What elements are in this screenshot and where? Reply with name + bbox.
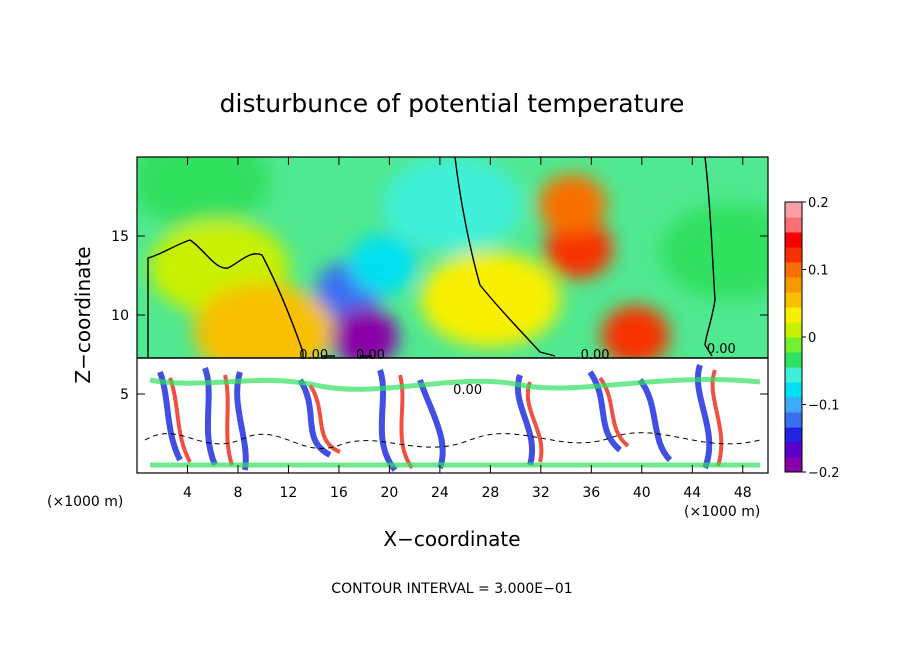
colorbar-swatch — [785, 277, 802, 293]
y-tick-label: 10 — [111, 308, 129, 324]
colorbar-swatch — [785, 337, 802, 353]
colorbar-swatch — [785, 262, 802, 278]
turbulent-band — [157, 364, 713, 472]
colorbar-swatch — [785, 322, 802, 338]
colorbar-swatch — [785, 307, 802, 323]
field-feature-negative-core-right — [349, 234, 418, 295]
colorbar-swatch — [785, 202, 802, 218]
y-axis: 5 10 15 — [111, 229, 768, 403]
colorbar-swatch — [785, 427, 802, 443]
contour-label: 0.00 — [581, 348, 610, 363]
colorbar-tick-label: −0.1 — [808, 399, 840, 414]
colorbar-swatch — [785, 292, 802, 308]
field-feature-green-mid — [420, 251, 561, 348]
x-axis: 4 8 12 16 20 24 28 32 36 40 44 48 — [183, 157, 752, 501]
x-tick-label: 20 — [380, 485, 398, 501]
field-feature-weak-negative-right — [660, 203, 768, 300]
x-tick-label: 48 — [734, 485, 752, 501]
colorbar-tick-label: 0 — [808, 331, 816, 346]
colorbar-swatch — [785, 232, 802, 248]
upper-field-shading — [137, 157, 768, 359]
x-tick-label: 16 — [330, 485, 348, 501]
field-feature-positive-ridge — [538, 174, 607, 235]
colorbar-swatch — [785, 397, 802, 413]
x-axis-label: X−coordinate — [383, 527, 520, 551]
colorbar-tick-label: 0.2 — [808, 196, 829, 211]
contour-interval-footer: CONTOUR INTERVAL = 3.000E−01 — [331, 581, 572, 597]
colorbar-swatch — [785, 352, 802, 368]
colorbar-swatch — [785, 412, 802, 428]
x-tick-label: 24 — [431, 485, 449, 501]
x-unit-right: (×1000 m) — [684, 504, 760, 520]
y-axis-label: Z−coordinate — [71, 246, 95, 383]
lower-field — [144, 364, 761, 472]
field: 0.00 0.00 0.00 0.00 0.00 — [137, 157, 768, 473]
x-tick-label: 4 — [183, 485, 192, 501]
colorbar-swatch — [785, 247, 802, 263]
x-tick-label: 44 — [683, 485, 701, 501]
colorbar-swatch — [785, 442, 802, 458]
colorbar-tick-label: 0.1 — [808, 264, 829, 279]
contour-label: 0.00 — [707, 342, 736, 357]
x-unit-left: (×1000 m) — [47, 494, 123, 510]
field-feature-cyan-band — [382, 157, 523, 253]
lower-field-background — [137, 358, 768, 473]
chart-title: disturbunce of potential temperature — [220, 89, 685, 118]
colorbar-swatch — [785, 382, 802, 398]
upper-blobs — [137, 157, 768, 359]
contour-label: 0.00 — [356, 348, 385, 363]
x-tick-label: 36 — [582, 485, 600, 501]
contour-labels: 0.00 0.00 0.00 0.00 0.00 — [299, 342, 736, 398]
y-tick-label: 15 — [111, 229, 129, 245]
turbulent-contours — [144, 432, 761, 449]
y-tick-label: 5 — [120, 387, 129, 403]
field-feature-weak-negative-top — [137, 157, 271, 229]
x-tick-label: 12 — [280, 485, 298, 501]
turbulent-warm — [168, 369, 724, 470]
field-feature-positive-low — [601, 305, 670, 359]
field-feature-negative-core-low — [330, 307, 399, 359]
zero-contour-line — [147, 157, 716, 357]
x-tick-label: 8 — [233, 485, 242, 501]
turbulent-green — [149, 377, 761, 468]
colorbar-swatch — [785, 457, 802, 473]
x-tick-label: 40 — [633, 485, 651, 501]
contour-label: 0.00 — [453, 383, 482, 398]
x-tick-label: 32 — [532, 485, 550, 501]
contour-label: 0.00 — [299, 348, 328, 363]
colorbar-swatch — [785, 367, 802, 383]
colorbar-swatch — [785, 217, 802, 233]
x-tick-label: 28 — [481, 485, 499, 501]
colorbar: 0.2 0.1 0 −0.1 −0.2 — [784, 196, 840, 481]
colorbar-tick-label: −0.2 — [808, 466, 840, 481]
field-feature-positive-core — [544, 218, 613, 279]
